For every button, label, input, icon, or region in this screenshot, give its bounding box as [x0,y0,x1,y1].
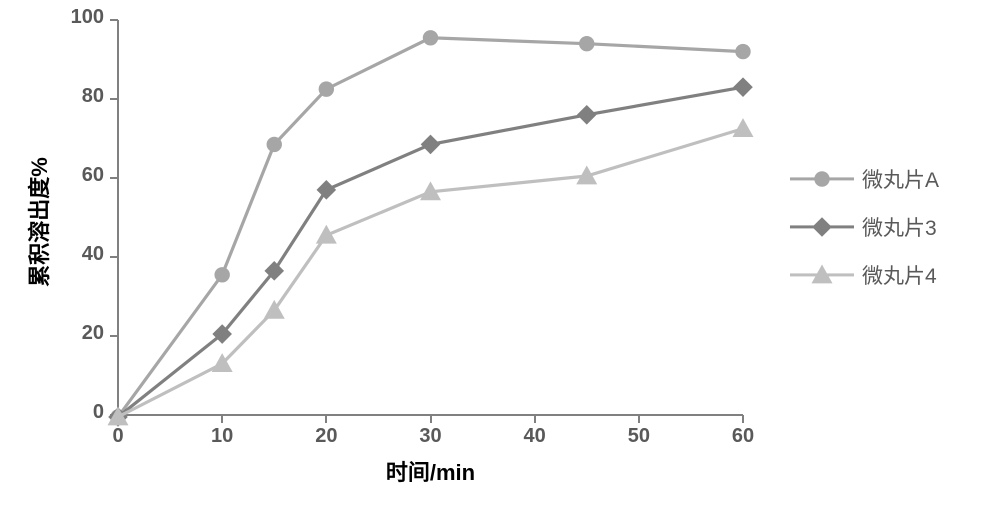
series-marker [316,225,337,244]
series-marker [319,81,334,96]
series-marker [577,105,597,125]
series-marker [733,118,754,137]
series-marker [267,137,282,152]
series-marker [579,36,594,51]
series-marker [423,30,438,45]
series-marker [264,300,285,319]
series-line [118,129,743,417]
series-marker [317,180,337,200]
series-marker [735,44,750,59]
series-line [118,38,743,417]
series-marker [421,135,441,155]
series-marker [733,77,753,97]
dissolution-chart: 累积溶出度% 时间/min 微丸片A微丸片3微丸片4 0204060801000… [0,0,1000,509]
series-marker [214,267,229,282]
chart-svg [0,0,1000,509]
